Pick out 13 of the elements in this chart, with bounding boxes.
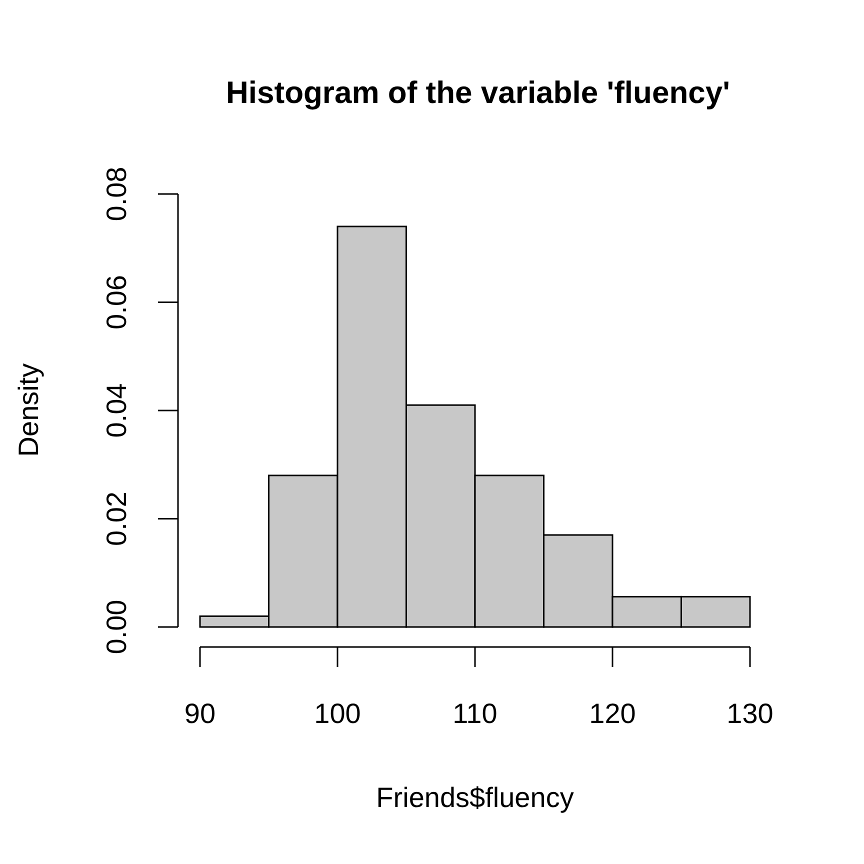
- y-tick-label: 0.04: [101, 383, 132, 438]
- y-tick-label: 0.00: [101, 600, 132, 654]
- chart-title: Histogram of the variable 'fluency': [226, 75, 730, 110]
- y-axis-title: Density: [13, 363, 44, 457]
- x-tick-label: 130: [726, 698, 774, 729]
- y-tick-label: 0.08: [101, 166, 132, 222]
- x-tick-label: 100: [314, 698, 361, 729]
- x-axis-title: Friends$fluency: [376, 782, 574, 813]
- x-tick-label: 120: [589, 698, 636, 729]
- y-tick-label: 0.06: [101, 275, 132, 330]
- y-tick-label: 0.02: [101, 492, 132, 546]
- x-tick-label: 90: [184, 698, 216, 729]
- x-tick-label: 110: [452, 698, 498, 729]
